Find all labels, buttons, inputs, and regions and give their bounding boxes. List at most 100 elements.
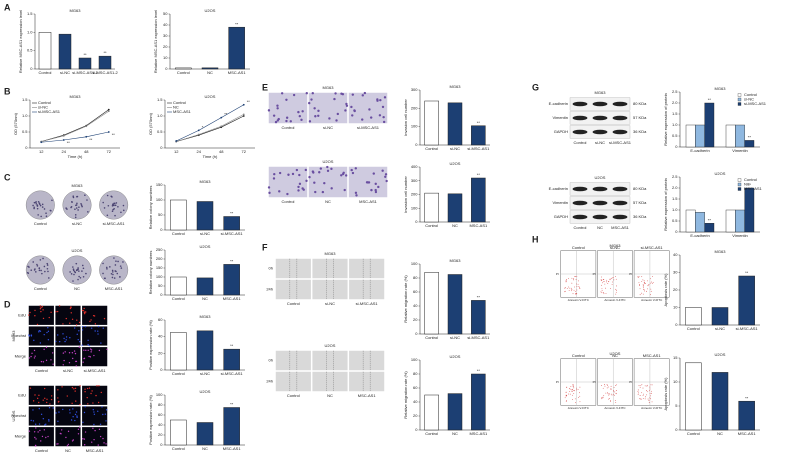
nucleus	[57, 334, 59, 336]
image-cell	[82, 427, 108, 447]
nucleus	[66, 395, 68, 397]
nucleus	[99, 435, 102, 438]
cell	[343, 188, 346, 192]
cell	[345, 102, 348, 106]
nucleus	[28, 335, 31, 337]
x-tick-label: E-cadherin	[690, 148, 709, 153]
y-tick-label: 0.5	[672, 218, 678, 223]
event	[564, 287, 566, 289]
x-tick-label: NC	[207, 70, 213, 75]
cell	[286, 192, 289, 196]
cell	[317, 114, 320, 117]
nucleus	[57, 397, 59, 399]
nucleus	[59, 432, 62, 435]
event	[650, 290, 652, 292]
colony	[45, 215, 48, 218]
event	[574, 286, 576, 288]
colony	[117, 260, 119, 263]
chart-title: U2OS	[200, 389, 211, 394]
colony	[82, 275, 85, 278]
colony	[114, 204, 117, 207]
colony	[72, 266, 74, 268]
nucleus	[75, 365, 77, 367]
event	[579, 288, 581, 289]
event	[642, 279, 644, 281]
nucleus	[36, 397, 39, 400]
x-tick-label: Vimentin	[732, 233, 748, 238]
nucleus	[42, 309, 44, 311]
cell	[280, 92, 284, 95]
nucleus	[38, 331, 40, 333]
series-line	[176, 104, 244, 142]
column-label: si-NC	[595, 140, 605, 145]
event	[566, 287, 568, 289]
event	[642, 387, 644, 389]
cell	[267, 109, 271, 112]
cell	[374, 190, 378, 194]
nucleus	[92, 409, 94, 411]
y-tick-label: 40	[413, 399, 418, 404]
cell	[312, 171, 315, 174]
colony	[48, 277, 50, 279]
nucleus	[90, 327, 93, 329]
y-tick-label: 10	[673, 379, 678, 384]
colony	[111, 196, 113, 198]
y-axis-label: Relative migration rate (%)	[403, 275, 408, 323]
colony	[111, 205, 114, 207]
x-tick-label: Vimentin	[732, 148, 748, 153]
colony	[39, 204, 42, 207]
event	[613, 390, 614, 392]
nucleus	[62, 333, 64, 335]
significance: **	[235, 21, 239, 26]
nucleus	[45, 346, 48, 349]
significance: **	[230, 211, 234, 216]
row-label: EdU	[18, 392, 26, 397]
bar	[447, 274, 463, 335]
column-label: MSC-AS1	[643, 353, 662, 358]
event	[602, 292, 604, 293]
colony	[43, 265, 46, 268]
column-label: Control	[282, 199, 295, 204]
flow-x-label: Annexin V-FITC	[641, 298, 663, 302]
y-tick-label: 1.0	[672, 122, 678, 127]
event	[644, 385, 646, 387]
legend-swatch	[737, 182, 742, 187]
flow-x-label: Annexin V-FITC	[604, 298, 626, 302]
nucleus	[30, 355, 32, 358]
nucleus	[34, 436, 36, 439]
nucleus	[29, 311, 31, 314]
colony	[47, 270, 49, 273]
cell	[313, 181, 316, 184]
y-tick-label: 30	[673, 270, 678, 275]
x-tick-label: si-MSC-AS1	[736, 326, 759, 331]
event	[651, 401, 653, 403]
nucleus	[78, 330, 80, 332]
colony	[106, 214, 109, 217]
event	[569, 391, 571, 393]
colony	[33, 206, 35, 209]
bar	[695, 124, 705, 148]
image-cell	[312, 350, 348, 371]
colony	[44, 270, 46, 273]
nucleus	[48, 407, 51, 409]
image-cell	[28, 427, 54, 447]
event	[571, 389, 573, 390]
cell	[289, 120, 292, 123]
bar	[424, 394, 439, 431]
bar	[744, 140, 755, 148]
event	[573, 387, 575, 389]
x-tick-label: si-MSC-AS1	[467, 335, 490, 340]
colony	[37, 214, 39, 216]
event	[602, 396, 604, 398]
nucleus	[70, 312, 72, 314]
cell	[326, 169, 330, 173]
nucleus	[45, 436, 47, 439]
flow-y-label: PI	[593, 272, 596, 276]
image-cell	[349, 371, 385, 392]
nucleus	[85, 349, 87, 351]
event	[647, 398, 649, 400]
cell	[361, 94, 364, 97]
nucleus	[78, 321, 81, 324]
colony	[75, 262, 78, 265]
event	[610, 400, 611, 401]
